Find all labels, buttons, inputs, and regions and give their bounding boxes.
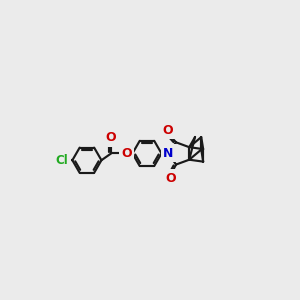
Text: O: O: [106, 131, 116, 144]
Text: N: N: [163, 147, 173, 160]
Text: Cl: Cl: [55, 154, 68, 167]
Text: O: O: [121, 147, 132, 160]
Text: O: O: [165, 172, 176, 185]
Text: O: O: [163, 124, 173, 137]
